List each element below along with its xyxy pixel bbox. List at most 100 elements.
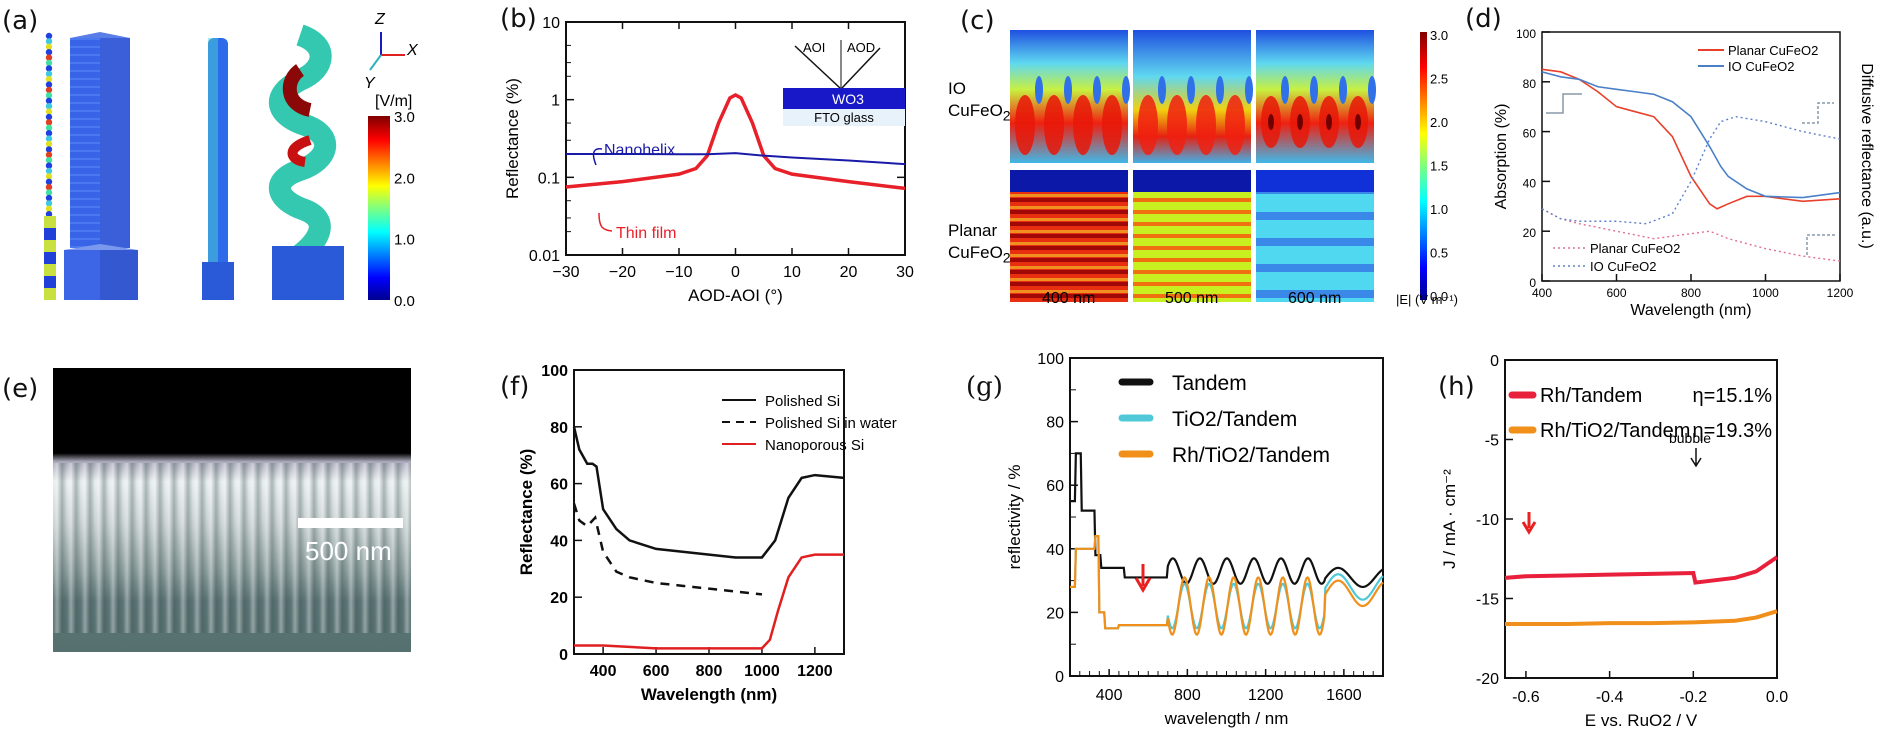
series-1 — [1541, 71, 1841, 199]
row-label-planar-material: CuFeO2 — [948, 243, 1011, 267]
legend-label: Rh/Tandem — [1540, 385, 1642, 407]
field-peak — [1268, 114, 1274, 130]
fto-layer — [783, 109, 905, 126]
field-minimum — [1368, 76, 1376, 104]
y-axis-label-right: Diffusive reflectance (a.u.) — [1858, 63, 1875, 249]
nanohelix-model — [269, 24, 344, 300]
left-axis-arrow-icon — [1546, 93, 1582, 114]
planar-map-500nm — [1133, 192, 1251, 302]
panel-label-e: (e) — [2, 374, 39, 404]
right-axis-arrow-icon — [1802, 102, 1834, 124]
sem-image: 500 nm — [53, 368, 411, 652]
y-tick-label: 0.01 — [529, 248, 560, 265]
bead — [45, 113, 53, 121]
y-axis-label: J / mA · cm⁻² — [1440, 469, 1459, 569]
y-axis-label: reflectivity / % — [1005, 465, 1024, 570]
series-Tandem — [1070, 452, 1384, 589]
y-tick-label: 20 — [1523, 226, 1537, 240]
colorbar-tick-label: 0.5 — [1430, 246, 1448, 261]
field-peak — [1355, 114, 1361, 130]
x-tick-label: 800 — [1681, 286, 1701, 300]
x-axis-label: Wavelength (nm) — [641, 685, 777, 704]
field-peak — [1326, 114, 1332, 130]
y-tick-label: 0 — [1490, 353, 1499, 370]
legend-label: TiO2/Tandem — [1172, 408, 1297, 431]
y-tick-label: 40 — [1523, 176, 1537, 190]
axis-z-label: Z — [374, 11, 386, 28]
series-label-nanohelix: Nanohelix — [604, 142, 675, 159]
colorbar-tick-label: 1.0 — [1430, 202, 1448, 217]
colorbar-tick-label: 3.0 — [394, 109, 415, 126]
bead — [45, 205, 53, 212]
x-tick-label: -0.4 — [1596, 689, 1624, 706]
panel-label-b: (b) — [500, 4, 537, 34]
legend-label: Polished Si in water — [765, 415, 897, 432]
bead — [45, 103, 53, 110]
series-1 — [572, 503, 763, 596]
y-tick-label: 80 — [1523, 77, 1537, 91]
bead — [45, 59, 53, 67]
x-tick-label: −30 — [552, 264, 579, 281]
y-tick-label: 40 — [1046, 542, 1064, 559]
y-axis-label: Reflectance (%) — [503, 78, 522, 199]
x-tick-label: 0.0 — [1766, 689, 1788, 706]
plot-frame — [1504, 359, 1778, 679]
y-tick-label: 60 — [550, 477, 568, 494]
bead — [45, 97, 53, 105]
colorbar-tick-label: 3.0 — [1430, 28, 1448, 43]
x-tick-label: 600 — [643, 663, 670, 680]
field-minimum — [1310, 76, 1318, 104]
bead-segment — [44, 264, 56, 276]
bead — [45, 162, 53, 169]
y-tick-label: -15 — [1476, 592, 1499, 609]
legend-label: Planar CuFeO2 — [1728, 43, 1818, 58]
wo3-layer — [783, 88, 905, 109]
legend-label: Tandem — [1172, 372, 1247, 395]
plot-frame — [573, 369, 845, 655]
bead — [45, 200, 53, 207]
chart-f: 400 600 800 1000 1200 0 20 40 60 80 100 Wavelength … — [517, 363, 897, 704]
bead — [45, 119, 53, 126]
panel-label-h: (h) — [1438, 372, 1475, 402]
inset-aoi-label: AOI — [803, 40, 825, 55]
panel-label-g: (g) — [966, 372, 1003, 402]
bead — [45, 86, 53, 94]
colorbar-c — [1420, 32, 1427, 300]
bead-segment — [44, 240, 56, 252]
bead — [45, 194, 53, 202]
legend-label: Polished Si — [765, 393, 840, 410]
x-axis-label: wavelength / nm — [1164, 709, 1289, 728]
x-axis-label: Wavelength (nm) — [1630, 302, 1751, 319]
bead — [45, 49, 53, 56]
field-minimum — [1035, 76, 1043, 104]
y-tick-label: 10 — [542, 15, 560, 32]
bead — [45, 173, 53, 180]
x-tick-label: 400 — [590, 663, 617, 680]
field-minimum — [1216, 76, 1224, 104]
y-tick-label: -5 — [1485, 433, 1499, 450]
field-hotspot — [1044, 95, 1064, 155]
y-tick-label: 0 — [1529, 276, 1536, 290]
field-minimum — [1187, 76, 1195, 104]
x-axis-label: E vs. RuO2 / V — [1585, 711, 1698, 730]
colorbar-c-unit: |E| (V m⁻¹) — [1396, 292, 1458, 307]
axis-triad-icon — [369, 32, 405, 71]
bead — [45, 157, 53, 164]
field-hotspot — [1102, 95, 1122, 155]
series-thin-film — [565, 92, 906, 191]
inset-wo3-label: WO3 — [832, 91, 864, 107]
series-0 — [1504, 555, 1779, 585]
legend-label: IO CuFeO2 — [1728, 59, 1794, 74]
panel-label-d: (d) — [1465, 4, 1502, 34]
y-tick-label: 80 — [1046, 415, 1064, 432]
col-label-500: 500 nm — [1165, 290, 1219, 307]
x-tick-label: 0 — [731, 264, 740, 281]
series-Rh/TiO2/Tandem — [1070, 534, 1384, 637]
field-hotspot — [1196, 95, 1216, 155]
bead — [45, 184, 53, 191]
series-1 — [1505, 609, 1778, 626]
y-tick-label: 100 — [1037, 351, 1064, 368]
bead-segment — [44, 252, 56, 264]
x-tick-label: 1000 — [744, 663, 780, 680]
planar-map-600nm — [1256, 192, 1374, 302]
